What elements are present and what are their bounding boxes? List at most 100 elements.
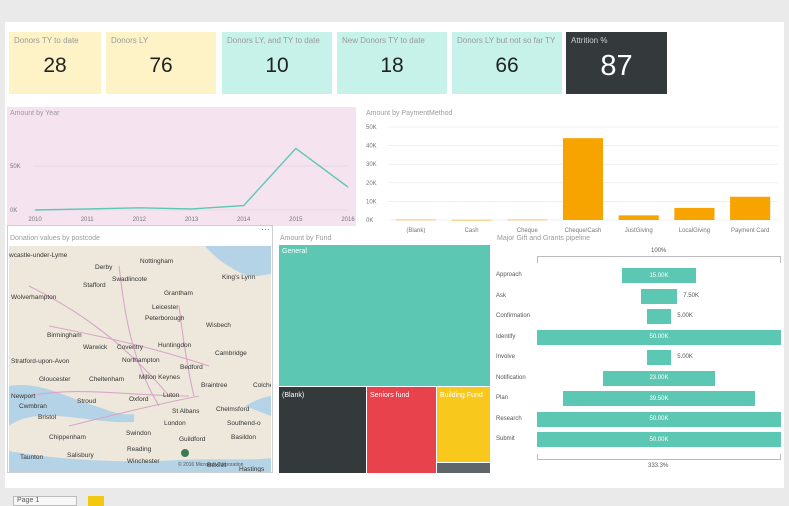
- bar: [618, 215, 659, 220]
- bar-chart-panel[interactable]: Amount by PaymentMethod 0K 10K 20K 30K 40K 50…: [364, 107, 782, 235]
- x-tick-label: 2016: [341, 217, 355, 223]
- map-place-label: Colches: [253, 382, 271, 389]
- funnel-stage-label: Notification: [496, 374, 526, 381]
- map-place-label: Derby: [95, 264, 113, 271]
- funnel-bar[interactable]: 39.50K: [562, 391, 756, 406]
- card-label: Donors LY: [111, 36, 149, 45]
- funnel-bottom-label: 333.3%: [648, 463, 669, 469]
- treemap-tile-seniors[interactable]: Seniors fund: [367, 387, 436, 473]
- bar: [730, 196, 771, 220]
- y-tick-label: 10K: [366, 199, 377, 205]
- funnel-stage-label: Approach: [496, 272, 522, 278]
- map-place-label: Gloucester: [39, 376, 71, 383]
- tile-label: Seniors fund: [370, 392, 410, 399]
- x-tick-label: 2011: [81, 217, 95, 223]
- tile-label: Building Fund: [440, 392, 483, 399]
- funnel-bottom-rule: [537, 454, 781, 460]
- y-tick-label: 30K: [366, 162, 377, 168]
- card-value: 28: [43, 54, 67, 77]
- y-tick-label: 50K: [10, 164, 21, 170]
- treemap-tile-blank[interactable]: (Blank): [279, 387, 366, 473]
- funnel-stage-label: Plan: [496, 395, 509, 401]
- x-tick-label: Cash: [465, 228, 479, 234]
- funnel-bar[interactable]: [640, 288, 678, 304]
- card-donors-ly-ty[interactable]: Donors LY, and TY to date 10: [222, 32, 332, 94]
- map-place-label: Swadlincote: [112, 276, 148, 283]
- add-page-button[interactable]: [88, 496, 104, 506]
- line-chart-title: Amount by Year: [10, 110, 60, 117]
- map-place-label: Guildford: [179, 436, 206, 443]
- card-donors-ty[interactable]: Donors TY to date 28: [9, 32, 101, 94]
- map-road: [178, 305, 195, 397]
- tile-label: (Blank): [282, 392, 305, 399]
- map-place-label: Newport: [11, 393, 36, 400]
- funnel-bar-value: 5.00K: [677, 313, 693, 319]
- map-place-label: Stroud: [77, 398, 97, 405]
- map-place-label: Basildon: [231, 434, 256, 441]
- more-options-icon[interactable]: ···: [261, 224, 270, 234]
- funnel-bar[interactable]: 50.00K: [537, 329, 781, 345]
- card-value: 76: [149, 54, 173, 77]
- funnel-stage-label: Identify: [496, 333, 516, 340]
- map-svg[interactable]: [9, 246, 271, 472]
- bar: [562, 138, 604, 220]
- line-chart-panel[interactable]: Amount by Year 0K 50K 2010 2011 2012 2013 2014…: [7, 107, 356, 226]
- card-new-donors[interactable]: New Donors TY to date 18: [337, 32, 447, 94]
- map-title: Donation values by postcode: [10, 235, 100, 242]
- map-place-label: Bristol: [38, 414, 57, 421]
- page-tab[interactable]: Page 1: [13, 496, 77, 506]
- funnel-bar[interactable]: 50.00K: [537, 411, 781, 427]
- card-value: 18: [380, 54, 404, 77]
- x-tick-label: 2015: [289, 217, 303, 223]
- funnel-title: Major Gift and Grants pipeline: [497, 235, 590, 242]
- series-line: [34, 147, 349, 211]
- card-label: New Donors TY to date: [342, 36, 425, 45]
- map-place-label: Northampton: [122, 357, 160, 364]
- funnel-stage-label: Research: [496, 415, 522, 422]
- x-tick-label: Cheque/Cash: [565, 228, 602, 234]
- card-label: Donors LY but not so far TY: [457, 36, 556, 45]
- treemap-panel[interactable]: Amount by Fund General (Blank) Seniors f…: [278, 233, 490, 475]
- map-place-label: Peterborough: [145, 315, 185, 322]
- card-label: Donors LY, and TY to date: [227, 36, 320, 45]
- treemap-tile-general[interactable]: General: [279, 245, 490, 386]
- map-place-label: Leicester: [152, 304, 179, 311]
- card-value: 10: [265, 54, 289, 77]
- map-road: [28, 391, 190, 397]
- funnel-bar[interactable]: [646, 309, 672, 324]
- map-place-label: Swindon: [126, 430, 151, 437]
- x-tick-label: LocalGiving: [679, 228, 710, 234]
- map-panel[interactable]: Donation values by postcode ··· wcastle-…: [7, 224, 273, 473]
- bar-chart-title: Amount by PaymentMethod: [366, 110, 453, 117]
- map-water: [245, 396, 271, 416]
- treemap-tile-other[interactable]: [437, 463, 490, 473]
- y-tick-label: 40K: [366, 144, 377, 150]
- card-donors-ly[interactable]: Donors LY 76: [106, 32, 216, 94]
- map-place-label: Coventry: [117, 344, 144, 351]
- map-road: [118, 265, 160, 407]
- y-tick-label: 0K: [10, 208, 17, 214]
- funnel-stage-label: Ask: [496, 292, 507, 299]
- y-tick-label: 20K: [366, 181, 377, 187]
- funnel-bar[interactable]: [646, 350, 672, 365]
- funnel-bar[interactable]: 23.00K: [602, 370, 716, 386]
- map-place-label: Cwmbran: [19, 403, 47, 410]
- x-tick-label: Cheque: [517, 228, 539, 234]
- card-donors-lapsed[interactable]: Donors LY but not so far TY 66: [452, 32, 562, 94]
- funnel-bar[interactable]: 50.00K: [537, 432, 781, 447]
- map-place-label: Southend-o: [227, 420, 261, 427]
- map-labels: wcastle-under-Lyme Derby Nottingham Swadlin…: [9, 246, 271, 472]
- map-place-label: Nottingham: [140, 258, 174, 265]
- map-place-label: Hastings: [239, 466, 265, 472]
- map-place-label: Grantham: [164, 290, 193, 297]
- x-tick-label: JustGiving: [625, 228, 653, 234]
- card-attrition[interactable]: Attrition % 87: [566, 32, 667, 94]
- funnel-bar[interactable]: 15.00K: [622, 268, 696, 283]
- map-place-label: Birmingham: [47, 332, 82, 339]
- map-place-label: Bexhill: [207, 462, 227, 469]
- map-place-label: Stafford: [83, 282, 106, 289]
- funnel-top-label: 100%: [651, 248, 667, 254]
- funnel-bar-value: 7.50K: [683, 292, 699, 299]
- map-place-label: Cambridge: [215, 350, 247, 357]
- treemap-tile-building[interactable]: Building Fund: [437, 387, 490, 462]
